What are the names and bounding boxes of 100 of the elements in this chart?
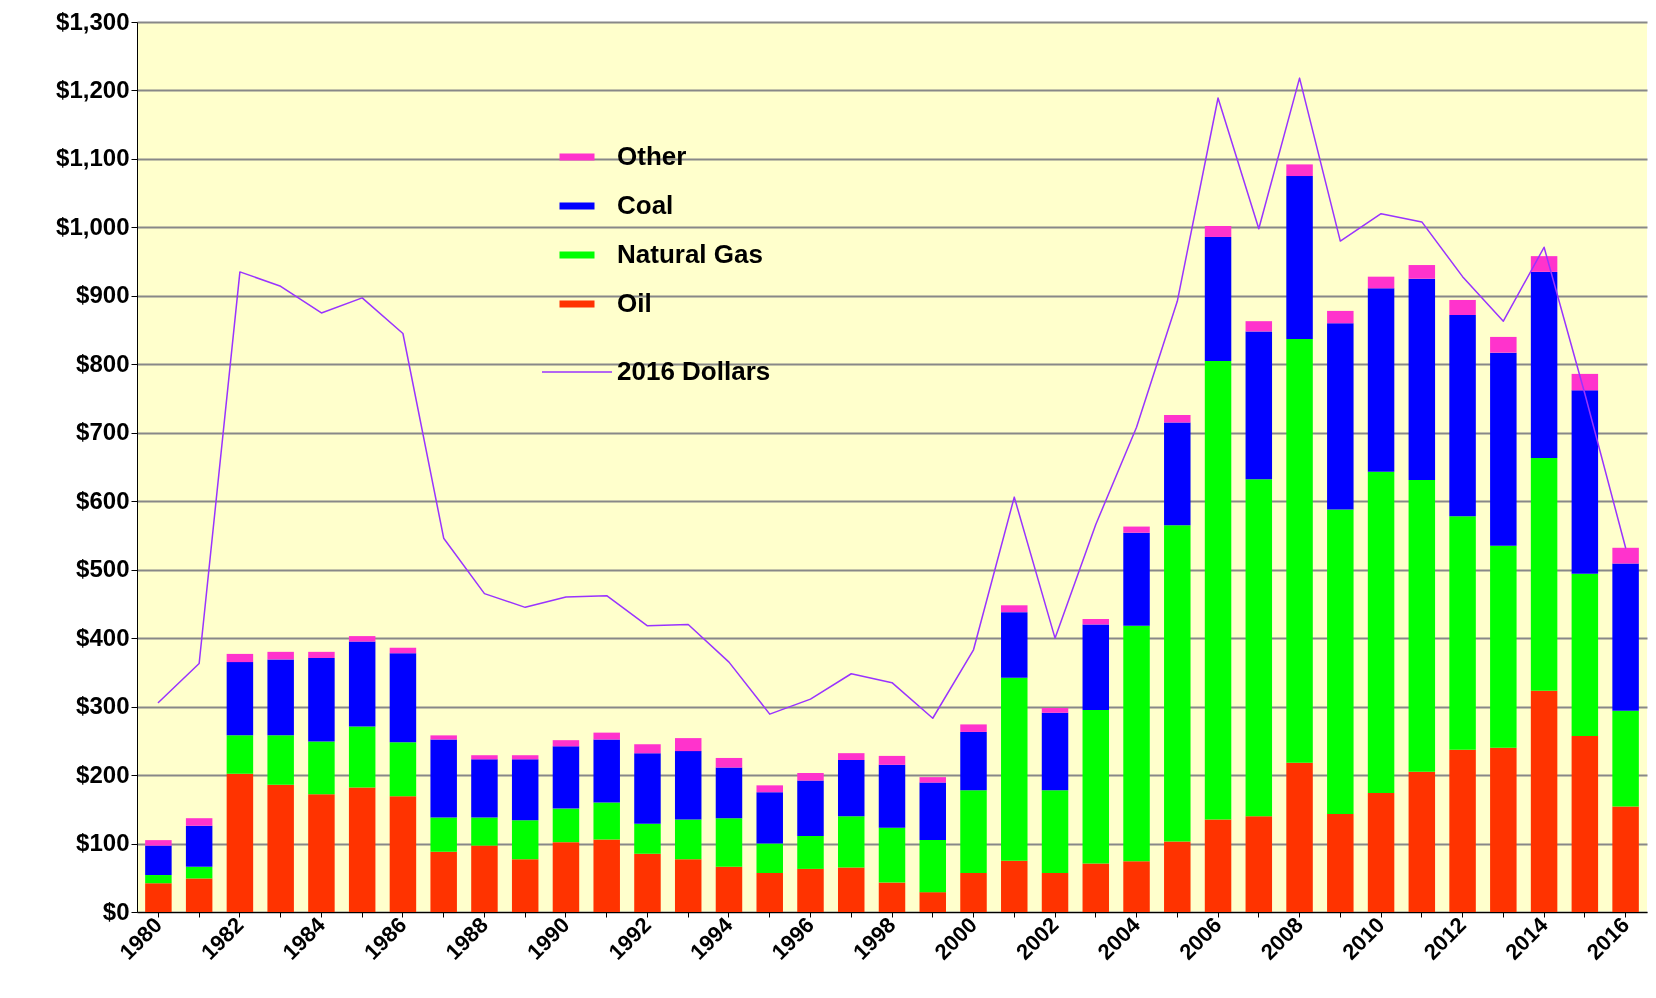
bar: [1571, 573, 1599, 737]
bar: [1204, 236, 1232, 361]
bar: [267, 735, 294, 785]
bar: [1082, 710, 1110, 864]
bar: [1204, 819, 1232, 912]
bar: [715, 767, 743, 819]
bar: [1327, 310, 1354, 324]
y-tick-label: $1,100: [56, 144, 130, 172]
bar: [1490, 336, 1517, 353]
bar: [919, 777, 946, 783]
legend-label: Oil: [617, 288, 652, 318]
bar: [471, 845, 498, 912]
bar: [226, 773, 254, 912]
bar: [1327, 814, 1354, 912]
bar: [185, 866, 213, 879]
bar: [267, 784, 294, 912]
bar: [1612, 806, 1639, 912]
bar: [960, 731, 987, 791]
bar: [838, 816, 865, 868]
bar: [552, 842, 580, 912]
bar: [797, 780, 824, 837]
bar: [838, 760, 865, 817]
y-tick-label: $1,300: [56, 7, 130, 35]
bar: [1286, 176, 1313, 339]
bar: [226, 653, 254, 663]
bar: [878, 827, 906, 883]
bar: [145, 875, 172, 884]
bar: [1612, 547, 1639, 564]
bar: [634, 744, 661, 754]
bar: [878, 755, 906, 765]
bar: [430, 851, 457, 912]
bar: [593, 739, 620, 803]
bar: [715, 866, 743, 912]
bar: [634, 823, 661, 854]
bar: [634, 753, 661, 824]
bar: [430, 739, 457, 818]
bar: [1245, 479, 1273, 817]
bar: [1327, 323, 1354, 510]
bar: [674, 751, 702, 820]
bar: [1408, 480, 1436, 772]
bar: [145, 845, 172, 876]
bar: [1123, 625, 1150, 862]
y-tick-label: $400: [76, 623, 130, 651]
bar: [919, 892, 946, 912]
bar: [593, 802, 620, 840]
legend-label: 2016 Dollars: [617, 356, 771, 386]
bar: [552, 746, 580, 809]
bar: [1449, 315, 1476, 517]
y-tick-label: $200: [76, 760, 130, 788]
bar: [348, 636, 376, 642]
bar: [226, 735, 254, 774]
y-tick-label: $600: [76, 486, 130, 514]
bar: [878, 764, 906, 828]
bar: [1286, 338, 1313, 763]
bar: [715, 818, 743, 867]
bar: [1041, 872, 1069, 912]
bar: [797, 868, 824, 912]
bar: [1367, 471, 1395, 793]
legend-label: Other: [617, 141, 687, 171]
bar: [1041, 712, 1069, 791]
bar: [308, 794, 335, 912]
bar: [511, 820, 539, 860]
bar: [1571, 373, 1599, 391]
bar: [348, 726, 376, 788]
bar: [960, 724, 987, 732]
bar: [348, 787, 376, 912]
bar: [1490, 545, 1517, 748]
bar: [389, 742, 417, 797]
bar: [1286, 762, 1313, 912]
bar: [756, 872, 783, 912]
bar: [1164, 414, 1191, 423]
bar: [1612, 710, 1639, 807]
bar: [1164, 841, 1191, 912]
bar: [674, 738, 702, 752]
bar: [1245, 331, 1273, 480]
bar: [308, 741, 335, 795]
bar: [715, 757, 743, 768]
bar: [1082, 863, 1110, 912]
bar: [1367, 792, 1395, 912]
bar: [593, 732, 620, 740]
bar: [552, 808, 580, 843]
bar: [878, 882, 906, 912]
bar: [430, 735, 457, 740]
bar: [430, 817, 457, 852]
legend-label: Natural Gas: [617, 239, 763, 269]
bar: [185, 878, 213, 912]
bar: [634, 853, 661, 912]
bar: [1408, 265, 1436, 279]
bar: [960, 790, 987, 873]
bar: [1123, 532, 1150, 626]
bar: [1123, 526, 1150, 533]
bar: [1123, 861, 1150, 912]
bar: [1001, 605, 1028, 613]
bar: [471, 759, 498, 818]
bar: [1530, 458, 1558, 691]
y-tick-label: $900: [76, 281, 130, 309]
bar: [511, 759, 539, 821]
bar: [1327, 509, 1354, 815]
bar: [1286, 164, 1313, 177]
bar: [1490, 352, 1517, 546]
